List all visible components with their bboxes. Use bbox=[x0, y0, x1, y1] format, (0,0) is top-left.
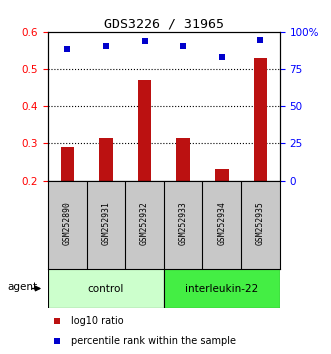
Text: GSM252890: GSM252890 bbox=[63, 201, 72, 245]
Bar bbox=[254, 58, 267, 181]
Bar bbox=[99, 138, 113, 181]
Point bbox=[142, 38, 147, 44]
Text: log10 ratio: log10 ratio bbox=[71, 316, 124, 326]
Text: GSM252935: GSM252935 bbox=[256, 201, 265, 245]
Text: agent: agent bbox=[7, 281, 37, 292]
Bar bbox=[138, 80, 151, 181]
Point bbox=[258, 38, 263, 43]
Bar bbox=[176, 138, 190, 181]
Text: GSM252933: GSM252933 bbox=[179, 201, 188, 245]
Point bbox=[180, 43, 186, 49]
Bar bbox=[164, 269, 280, 308]
Bar bbox=[61, 147, 74, 181]
Point bbox=[103, 43, 109, 49]
Text: percentile rank within the sample: percentile rank within the sample bbox=[71, 336, 236, 346]
Point bbox=[219, 54, 224, 60]
Text: GSM252932: GSM252932 bbox=[140, 201, 149, 245]
Point bbox=[55, 318, 60, 324]
Title: GDS3226 / 31965: GDS3226 / 31965 bbox=[104, 18, 224, 31]
Text: control: control bbox=[88, 284, 124, 293]
Text: interleukin-22: interleukin-22 bbox=[185, 284, 259, 293]
Text: GSM252934: GSM252934 bbox=[217, 201, 226, 245]
Point bbox=[55, 338, 60, 344]
Bar bbox=[215, 169, 228, 181]
Text: GSM252931: GSM252931 bbox=[101, 201, 111, 245]
Point bbox=[65, 46, 70, 51]
Bar bbox=[48, 269, 164, 308]
